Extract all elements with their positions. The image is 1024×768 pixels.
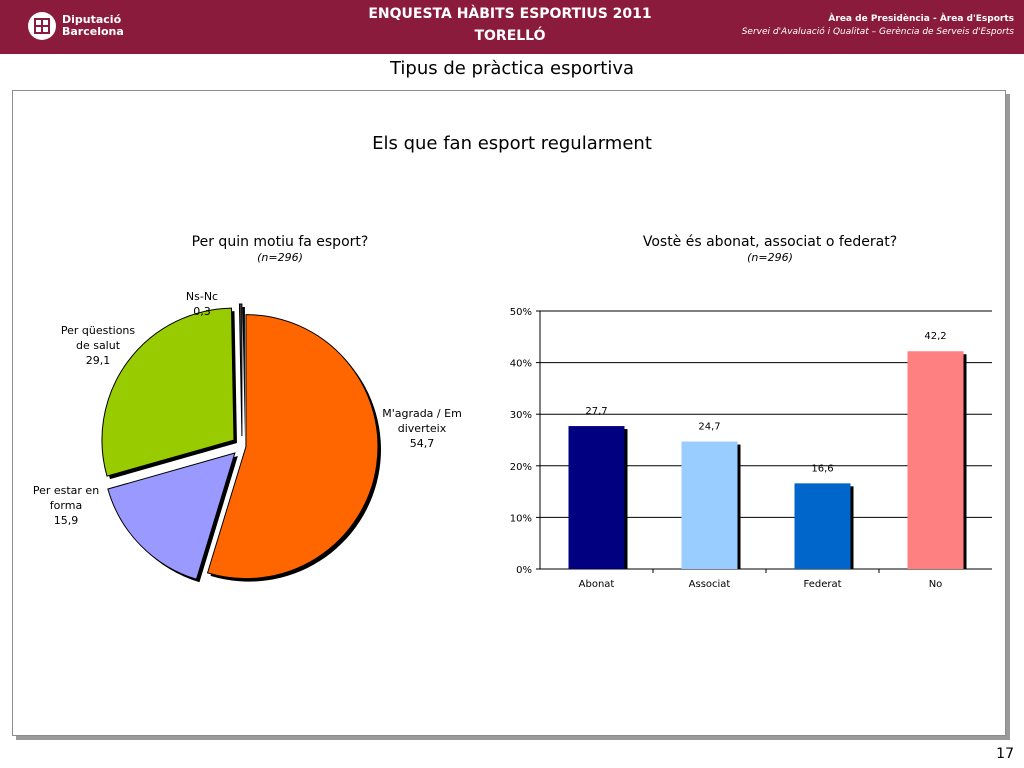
header-title: ENQUESTA HÀBITS ESPORTIUS 2011 <box>368 6 652 22</box>
bar <box>794 483 851 569</box>
header-area: Àrea de Presidència - Àrea d'Esports <box>828 14 1014 24</box>
pie-title: Per quin motiu fa esport? <box>191 234 369 250</box>
pie-slice <box>101 307 235 477</box>
pie-slice-value: 54,7 <box>410 437 435 450</box>
pie-slice <box>206 314 379 580</box>
bar-value-label: 27,7 <box>585 406 607 417</box>
y-tick-label: 20% <box>510 462 532 473</box>
header-bar: Diputació Barcelona ENQUESTA HÀBITS ESPO… <box>0 0 1024 54</box>
diputacio-logo: Diputació Barcelona <box>28 12 124 40</box>
y-tick-label: 50% <box>510 307 532 318</box>
bar <box>907 351 964 569</box>
pie-slice-label: M'agrada / Em <box>382 407 462 420</box>
y-tick-label: 30% <box>510 410 532 421</box>
y-tick-label: 40% <box>510 359 532 370</box>
pie-slice-shadow <box>242 306 245 440</box>
x-tick-label: Federat <box>803 579 841 590</box>
bar-value-label: 42,2 <box>924 331 946 342</box>
coat-of-arms-icon <box>28 12 56 40</box>
slide-number: 17 <box>996 746 1014 762</box>
x-tick-label: Associat <box>689 579 731 590</box>
page-title: Tipus de pràctica esportiva <box>389 58 635 79</box>
bar <box>568 426 625 569</box>
bar <box>681 441 738 569</box>
bar-value-label: 16,6 <box>811 463 833 474</box>
y-tick-label: 10% <box>510 513 532 524</box>
pie-slice-value: 29,1 <box>86 354 111 367</box>
pie-slice-label: diverteix <box>398 422 447 435</box>
pie-slice-label: Per estar en <box>33 484 99 497</box>
x-tick-label: No <box>929 579 943 590</box>
pie-slice-label: Per qüestions <box>61 324 136 337</box>
bar-sample-size: (n=296) <box>747 251 793 264</box>
bar-title: Vostè és abonat, associat o federat? <box>642 234 898 250</box>
main-title: Els que fan esport regularment <box>372 133 652 154</box>
pie-slice-label: Ns-Nc <box>186 290 218 303</box>
logo-line-1: Diputació <box>62 13 122 26</box>
pie-slice-value: 15,9 <box>54 514 79 527</box>
pie-sample-size: (n=296) <box>257 251 303 264</box>
header-service: Servei d'Avaluació i Qualitat – Gerència… <box>741 27 1014 37</box>
pie-slice-value: 0,3 <box>193 305 211 318</box>
pie-slice <box>107 452 236 580</box>
header-subtitle: TORELLÓ <box>474 28 546 44</box>
pie-slice-label: forma <box>50 499 82 512</box>
pie-slice <box>238 303 243 437</box>
x-tick-label: Abonat <box>579 579 615 590</box>
y-tick-label: 0% <box>516 565 532 576</box>
logo-line-2: Barcelona <box>62 25 124 38</box>
bar-value-label: 24,7 <box>698 422 720 433</box>
pie-slice-label: de salut <box>76 339 121 352</box>
